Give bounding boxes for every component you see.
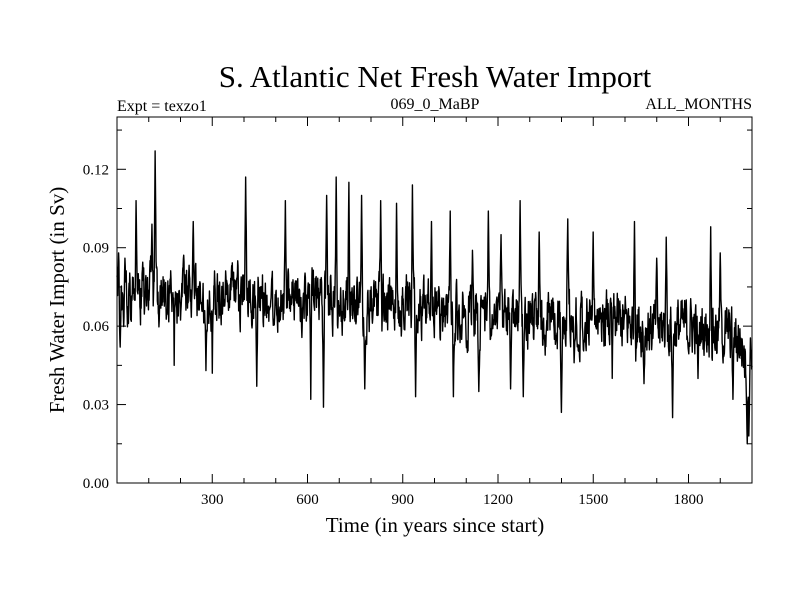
y-tick-label: 0.00 (83, 476, 109, 492)
x-tick-label: 300 (201, 492, 224, 508)
months-label: ALL_MONTHS (645, 96, 752, 113)
x-tick-label: 600 (296, 492, 319, 508)
plot-frame (116, 116, 753, 484)
axis-ticks (117, 117, 752, 483)
x-axis-label: Time (in years since start) (326, 513, 545, 537)
tick-labels: 300 600 900 1200 1500 1800 0.00 0.03 0.06 0.09 0.1… (83, 162, 704, 508)
period-label: 069_0_MaBP (391, 96, 480, 113)
x-tick-label: 1800 (674, 492, 704, 508)
chart-title: S. Atlantic Net Fresh Water Import (219, 59, 652, 94)
y-tick-label: 0.12 (83, 162, 109, 178)
y-tick-label: 0.06 (83, 319, 110, 335)
y-axis-label: Fresh Water Import (in Sv) (45, 187, 69, 414)
experiment-label: Expt = texzo1 (117, 98, 207, 115)
series-line (116, 150, 753, 445)
y-tick-label: 0.09 (83, 241, 109, 257)
x-tick-label: 1200 (483, 492, 513, 508)
x-tick-label: 900 (392, 492, 415, 508)
y-tick-label: 0.03 (83, 398, 109, 414)
x-tick-label: 1500 (578, 492, 608, 508)
